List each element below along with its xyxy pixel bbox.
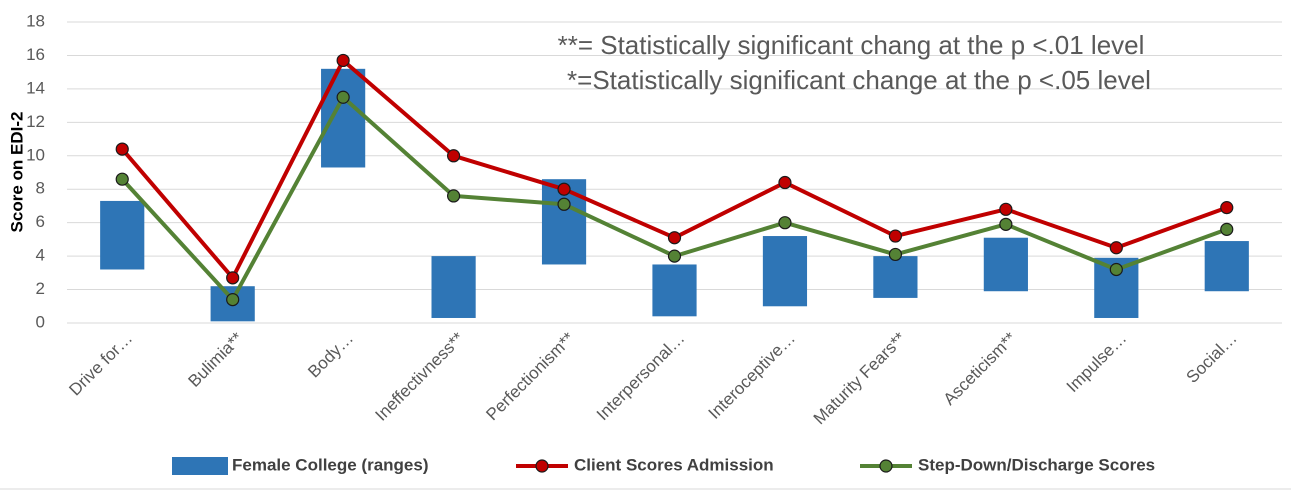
marker [888,247,903,262]
marker [778,216,792,230]
range-bar [983,237,1028,292]
marker [557,182,571,196]
grid [67,21,1282,324]
x-tick-label: Ineffectivness** [372,328,468,424]
legend-label: Step-Down/Discharge Scores [918,455,1155,474]
marker [1220,201,1234,215]
marker [446,149,461,163]
annotation: *=Statistically significant change at th… [567,65,1151,95]
marker [115,142,129,156]
plot-area [100,53,1249,322]
y-tick-label: 4 [36,246,45,265]
range-bar [431,256,476,318]
marker [1109,241,1123,255]
legend-swatch [172,457,228,475]
legend-marker [879,459,893,473]
marker [115,172,129,186]
marker [778,175,792,190]
x-tick-label: Interpersonal… [593,329,689,425]
x-tick-label: Drive for… [65,329,136,400]
marker [1109,262,1123,277]
marker [667,231,682,245]
range-bar [762,236,808,307]
x-tick-label: Perfectionism** [482,328,578,424]
marker [226,292,240,307]
marker [336,53,350,68]
x-tick-label: Social… [1183,329,1241,387]
marker [999,217,1013,231]
marker [1220,222,1234,236]
y-tick-label: 18 [26,11,45,30]
x-tick-label: Impulse… [1063,329,1131,397]
range-bar [1204,241,1249,292]
range-bar [652,264,697,317]
range-bar [100,200,145,270]
marker [888,229,903,243]
x-tick-label: Asceticism** [940,328,1021,409]
marker [557,197,571,211]
range-bar [321,68,366,168]
legend: Female College (ranges) Client Scores Adm… [172,455,1155,475]
y-tick-label: 0 [36,312,45,331]
x-tick-label: Bulimia** [184,328,246,390]
y-tick-label: 14 [26,78,45,97]
marker [446,189,461,203]
x-tick-label: Interoceptive… [705,329,799,423]
y-tick-label: 6 [36,212,45,231]
legend-label: Female College (ranges) [232,455,429,474]
x-tick-label: Maturity Fears** [810,328,910,428]
legend-marker [535,459,549,473]
marker [999,202,1013,216]
y-axis-title: Score on EDI-2 [7,112,26,233]
marker [336,90,350,104]
legend-label: Client Scores Admission [574,455,774,474]
x-tick-label: Body… [304,329,357,382]
y-tick-label: 8 [36,179,45,198]
marker [667,249,682,263]
y-tick-label: 12 [26,112,45,131]
range-bar [873,256,918,298]
y-tick-label: 2 [36,279,45,298]
y-tick-label: 16 [26,45,45,64]
marker [226,271,240,285]
annotation: **= Statistically significant chang at t… [558,30,1145,60]
y-tick-label: 10 [26,145,45,164]
